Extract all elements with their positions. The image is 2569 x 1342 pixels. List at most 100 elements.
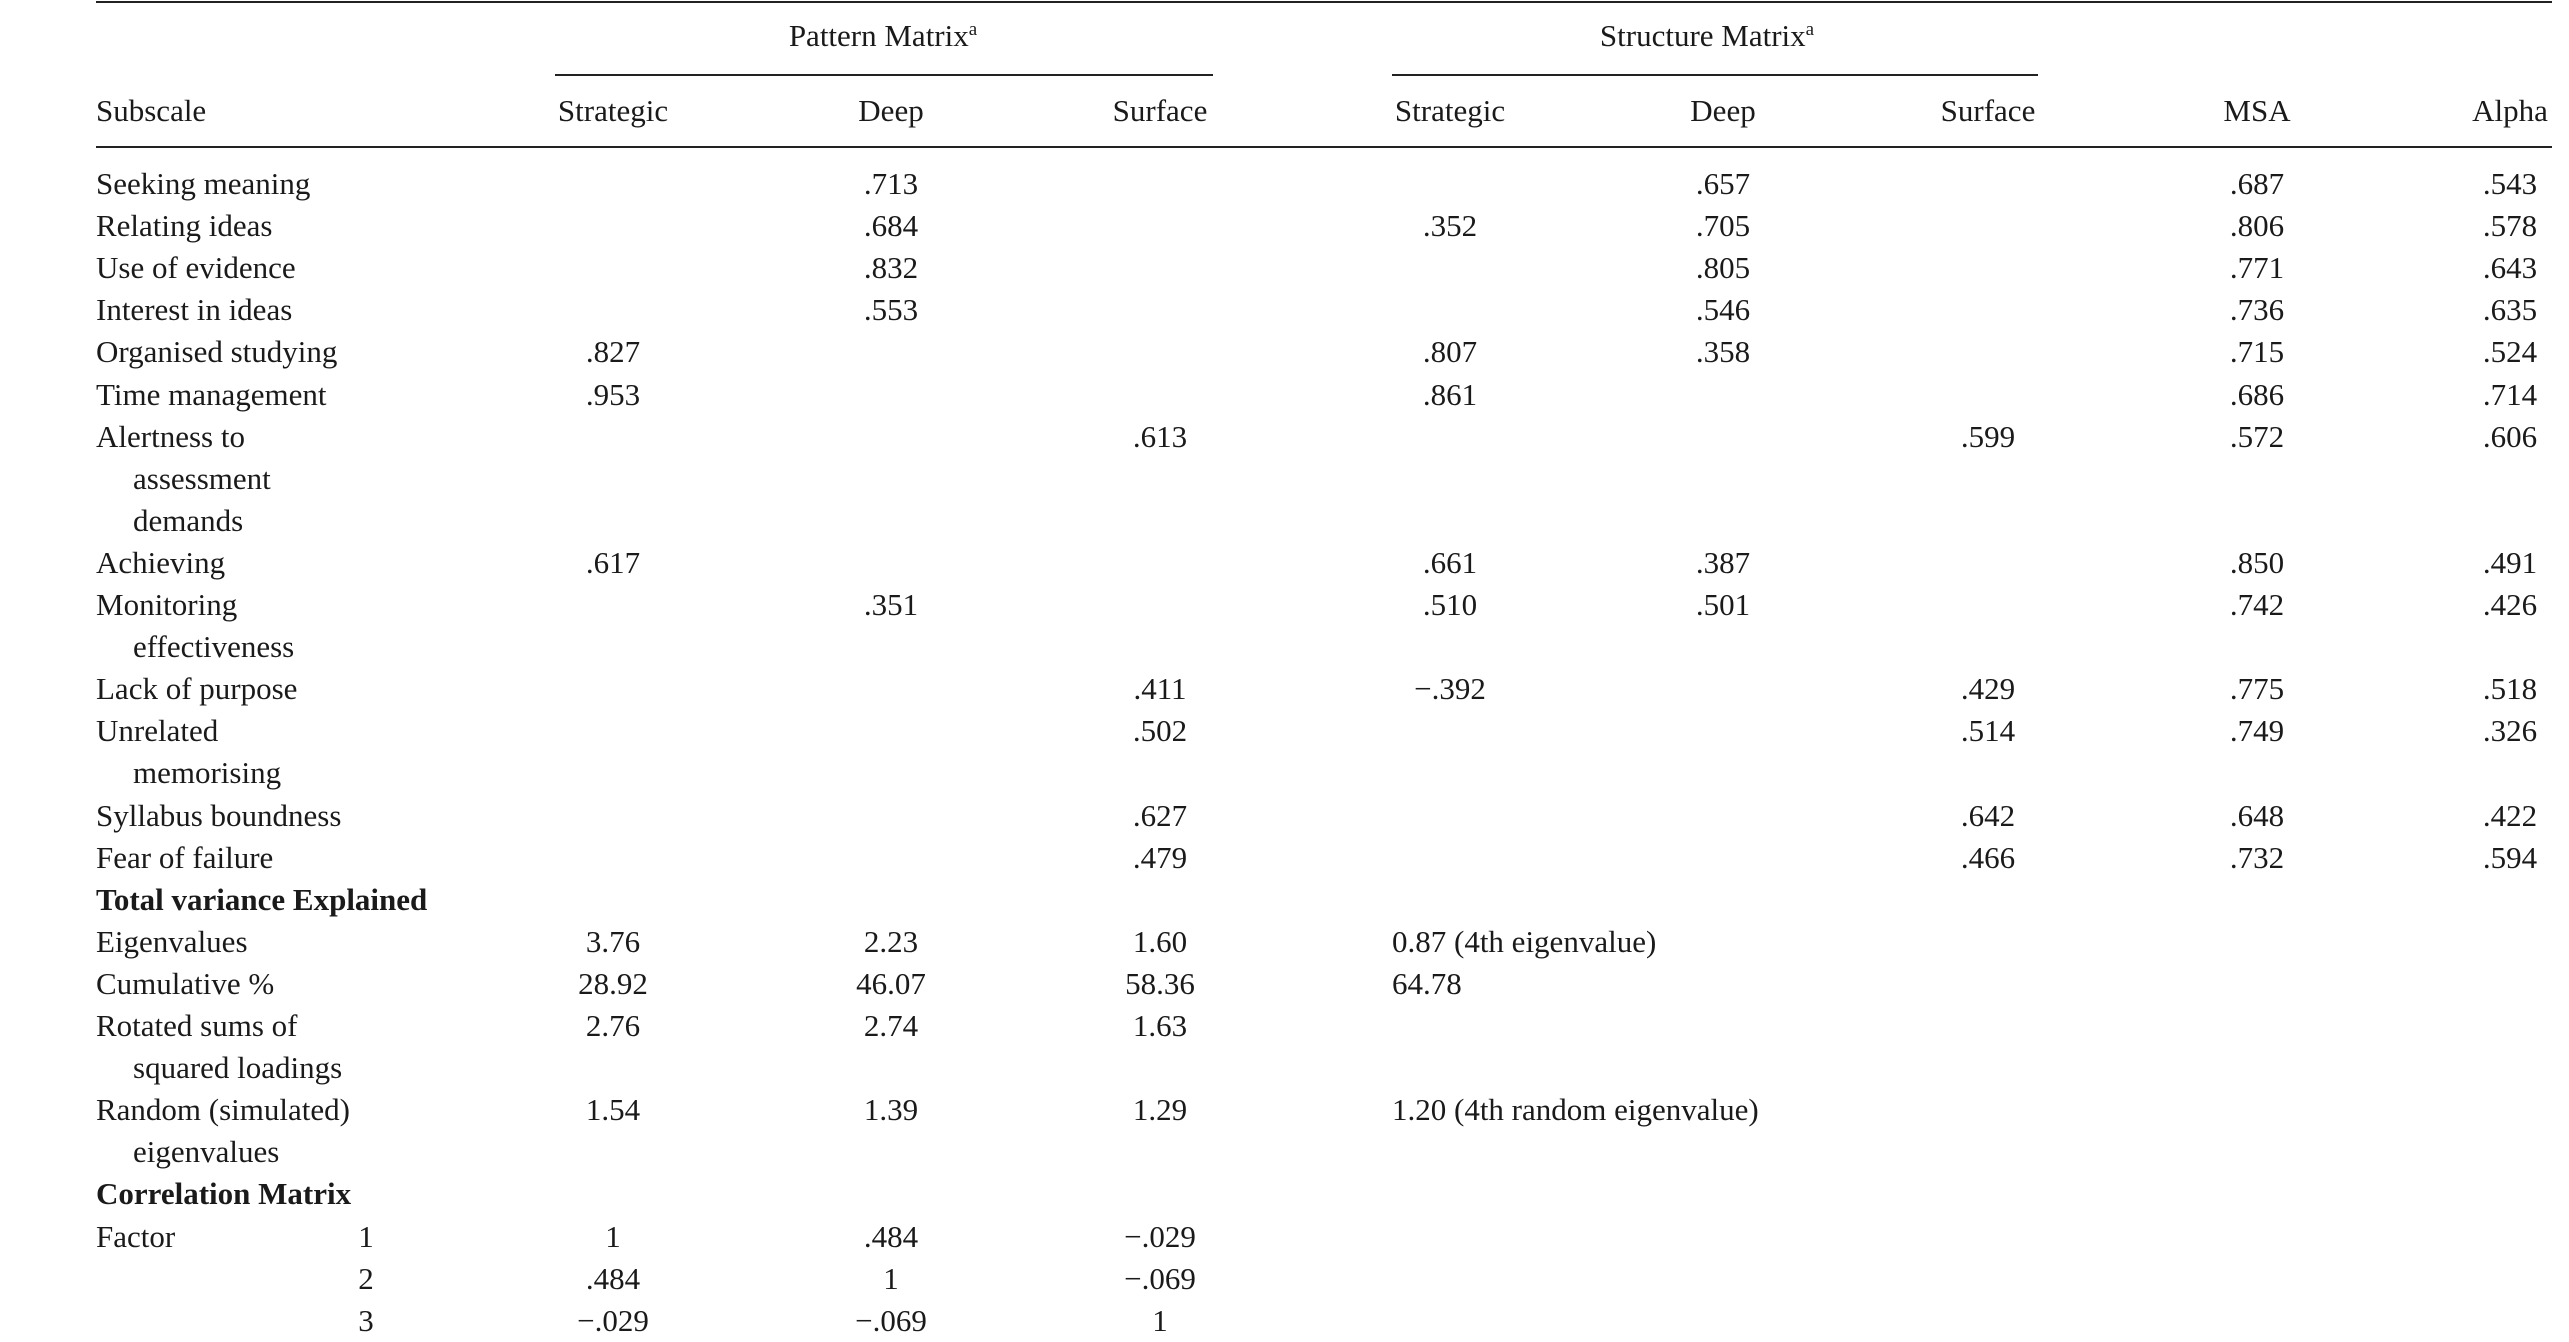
- cell: .613: [1132, 418, 1188, 454]
- cell: 1.29: [1132, 1092, 1188, 1128]
- cell: 58.36: [1125, 965, 1195, 1001]
- cell: .806: [2229, 208, 2285, 244]
- cell: −.029: [1124, 1218, 1196, 1254]
- cell: −.029: [577, 1302, 649, 1338]
- row-label: Fear of failure: [96, 839, 274, 875]
- column-header: Strategic: [1394, 93, 1506, 128]
- section-title: Correlation Matrix: [96, 1176, 352, 1212]
- cell: .466: [1960, 839, 2016, 875]
- cell-note: 0.87 (4th eigenvalue): [1392, 923, 1657, 959]
- cell: .635: [2482, 292, 2538, 328]
- cell: .953: [585, 376, 641, 412]
- row-label: Seeking meaning: [96, 166, 311, 201]
- factor-index: 2: [358, 1260, 374, 1296]
- cell: .749: [2229, 713, 2285, 749]
- cell: 3.76: [585, 923, 641, 959]
- cell: .606: [2482, 418, 2538, 454]
- cell: 1.60: [1132, 923, 1188, 959]
- cell: −.069: [1124, 1260, 1196, 1296]
- row-label: Alertness to: [96, 418, 245, 454]
- footnote-mark: a: [1805, 19, 1815, 40]
- cell: .518: [2482, 671, 2538, 707]
- cell: .578: [2482, 208, 2538, 244]
- row-label: Syllabus boundness: [96, 797, 342, 833]
- cell: .715: [2229, 334, 2285, 370]
- header-rule: [96, 146, 2552, 148]
- row-label: Lack of purpose: [96, 671, 298, 707]
- cell: .713: [863, 166, 919, 201]
- cell: 28.92: [578, 965, 648, 1001]
- column-header: Surface: [1112, 93, 1208, 128]
- cell: .514: [1960, 713, 2016, 749]
- row-label: Monitoring: [96, 587, 238, 622]
- column-header: Deep: [1690, 93, 1756, 128]
- cell: .411: [1133, 671, 1187, 707]
- cell: .553: [863, 292, 919, 328]
- cell: 1: [1152, 1302, 1168, 1338]
- row-label: assessment: [133, 460, 271, 496]
- cell: .502: [1132, 713, 1188, 749]
- column-header: Surface: [1940, 93, 2036, 128]
- cell: 1.39: [863, 1092, 919, 1128]
- cell: 2.76: [585, 1008, 641, 1043]
- cell: 2.23: [863, 923, 919, 959]
- cell: .687: [2229, 166, 2285, 201]
- group-title: Pattern Matrix: [788, 18, 969, 53]
- row-label: effectiveness: [133, 629, 295, 665]
- cell: .387: [1695, 544, 1751, 580]
- cell: .827: [585, 334, 641, 370]
- cell: .642: [1960, 797, 2016, 833]
- row-label: Organised studying: [96, 334, 338, 370]
- cell: .684: [863, 208, 919, 244]
- cell: .648: [2229, 797, 2285, 833]
- group-title: Structure Matrix: [1599, 18, 1806, 53]
- cell: .426: [2482, 587, 2538, 622]
- cell: .543: [2482, 166, 2538, 201]
- cell: .736: [2229, 292, 2285, 328]
- cell: .326: [2482, 713, 2538, 749]
- cell: .352: [1422, 208, 1478, 244]
- cell: .422: [2482, 797, 2538, 833]
- row-label: Time management: [96, 376, 327, 412]
- cell: .479: [1132, 839, 1188, 875]
- row-label: demands: [133, 502, 244, 538]
- column-header: MSA: [2223, 93, 2291, 128]
- cell: .484: [863, 1218, 919, 1254]
- row-label: eigenvalues: [133, 1134, 280, 1170]
- cell: .686: [2229, 376, 2285, 412]
- cell: .771: [2229, 250, 2285, 286]
- cell: .832: [863, 250, 919, 286]
- cell: .657: [1695, 166, 1751, 201]
- cell: .501: [1695, 587, 1751, 622]
- footnote-mark: a: [968, 19, 978, 40]
- cell: .491: [2482, 544, 2538, 580]
- cell: .742: [2229, 587, 2285, 622]
- cell: .358: [1695, 334, 1751, 370]
- cell: .484: [585, 1260, 641, 1296]
- row-label: Rotated sums of: [96, 1008, 298, 1043]
- row-label: Random (simulated): [96, 1092, 350, 1128]
- cell-note: 64.78: [1392, 965, 1462, 1001]
- column-header: Alpha: [2472, 93, 2548, 128]
- cell: .643: [2482, 250, 2538, 286]
- cell: .594: [2482, 839, 2538, 875]
- row-label: Relating ideas: [96, 208, 273, 244]
- cell: 46.07: [856, 965, 926, 1001]
- cell: .661: [1422, 544, 1478, 580]
- factor-index: 1: [358, 1218, 374, 1254]
- column-header: Subscale: [96, 93, 207, 128]
- cell: .546: [1695, 292, 1751, 328]
- cell: .705: [1695, 208, 1751, 244]
- cell: 1: [883, 1260, 899, 1296]
- cell: .351: [863, 587, 919, 622]
- section-title: Total variance Explained: [96, 881, 428, 917]
- cell: .850: [2229, 544, 2285, 580]
- group-header: Pattern Matrixa: [789, 15, 977, 57]
- cell: .775: [2229, 671, 2285, 707]
- cell: −.392: [1414, 671, 1486, 707]
- cell: .599: [1960, 418, 2016, 454]
- row-label: memorising: [133, 755, 282, 791]
- column-header: Deep: [858, 93, 924, 128]
- cell: .572: [2229, 418, 2285, 454]
